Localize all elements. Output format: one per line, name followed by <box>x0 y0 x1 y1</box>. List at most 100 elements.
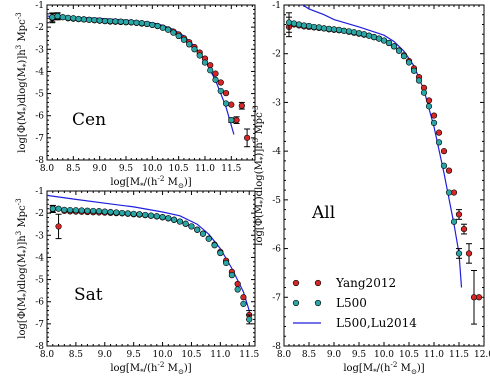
data-point-l500 <box>165 215 172 222</box>
y-axis-label: log[Φ(M*)dlog(M*)]h3 Mpc-3 <box>251 105 267 246</box>
x-axis-label: log[M*/(h-2 M⊙)] <box>343 360 424 376</box>
data-point-l500 <box>154 22 161 30</box>
data-point-l500 <box>450 218 458 225</box>
data-point-l500 <box>170 29 177 36</box>
data-point-l500 <box>222 100 230 107</box>
data-point-l500 <box>75 15 82 23</box>
data-point-l500 <box>217 87 224 95</box>
y-tick-label: -3 <box>272 98 281 108</box>
data-point-l500 <box>133 19 140 26</box>
data-point-l500 <box>142 211 149 219</box>
data-point-yang2012 <box>55 223 62 230</box>
y-tick-label: -2 <box>35 23 44 33</box>
plot-area <box>47 12 251 148</box>
data-point-yang2012 <box>244 134 251 141</box>
data-point-l500 <box>295 21 303 28</box>
data-point-l500 <box>122 18 130 26</box>
plot-frame <box>283 4 485 347</box>
data-point-l500 <box>315 24 323 31</box>
legend-marker <box>314 279 322 287</box>
data-point-l500 <box>107 18 114 25</box>
data-point-l500 <box>188 223 195 230</box>
x-tick-label: 8.5 <box>69 350 84 360</box>
plot-frame <box>46 4 256 161</box>
data-point-yang2012 <box>475 294 483 301</box>
data-point-yang2012 <box>228 101 235 108</box>
data-point-l500 <box>55 205 62 212</box>
data-point-l500 <box>72 207 79 214</box>
x-tick-label: 8.5 <box>66 164 81 174</box>
data-point-yang2012 <box>445 167 453 174</box>
x-tick-label: 11.0 <box>424 350 444 360</box>
panel-label: Cen <box>72 110 106 130</box>
data-point-l500 <box>425 103 433 110</box>
data-point-yang2012 <box>435 129 443 136</box>
data-point-l500 <box>234 286 241 293</box>
data-point-l500 <box>223 259 230 267</box>
data-point-l500 <box>420 89 428 96</box>
legend-marker <box>314 299 322 307</box>
y-tick-label: -6 <box>35 298 44 308</box>
data-point-l500 <box>355 30 363 37</box>
y-tick-label: -7 <box>35 134 44 144</box>
x-axis-label: log[M*/(h-2 M⊙)] <box>110 174 191 190</box>
data-point-yang2012 <box>455 211 463 218</box>
x-tick-label: 10.0 <box>153 350 173 360</box>
data-point-l500 <box>165 26 172 33</box>
data-point-l500 <box>54 12 61 20</box>
data-point-l500 <box>70 15 77 22</box>
legend-marker <box>292 299 300 307</box>
legend-label: L500 <box>336 296 367 310</box>
data-point-l500 <box>385 39 393 47</box>
y-tick-label: -1 <box>35 187 44 197</box>
data-point-l500 <box>147 212 155 219</box>
data-point-l500 <box>211 242 218 249</box>
data-point-l500 <box>430 119 438 126</box>
x-tick-label: 10.5 <box>169 164 189 174</box>
y-tick-label: -7 <box>272 293 281 303</box>
data-point-l500 <box>61 206 68 213</box>
data-point-yang2012 <box>238 102 245 109</box>
plot-area <box>47 194 253 325</box>
data-point-l500 <box>124 210 131 217</box>
data-point-l500 <box>67 206 74 214</box>
data-point-l500 <box>149 21 156 29</box>
y-tick-label: -6 <box>272 245 281 255</box>
x-tick-label: 12.0 <box>474 350 490 360</box>
data-point-l500 <box>138 20 145 27</box>
y-tick-label: -4 <box>272 147 281 157</box>
data-point-yang2012 <box>222 90 230 97</box>
y-tick-label: -8 <box>35 156 44 166</box>
data-point-l500 <box>91 16 98 24</box>
legend-marker <box>292 279 300 287</box>
panel-label: All <box>311 203 335 223</box>
y-tick-label: -4 <box>35 253 44 263</box>
y-tick-label: -6 <box>35 112 44 122</box>
data-point-l500 <box>159 24 166 31</box>
data-point-l500 <box>217 249 224 257</box>
data-point-l500 <box>59 14 66 21</box>
data-point-l500 <box>305 22 313 30</box>
panel-label: Sat <box>74 285 103 305</box>
y-tick-label: -4 <box>35 67 44 77</box>
plot-area <box>285 5 483 325</box>
data-point-l500 <box>191 46 198 53</box>
data-point-l500 <box>186 41 193 48</box>
data-point-l500 <box>390 43 398 50</box>
data-point-l500 <box>182 220 189 227</box>
data-point-l500 <box>176 218 183 225</box>
y-axis-label: log[Φ(M*)dlog(M*)]h3 Mpc-3 <box>14 198 30 339</box>
x-tick-label: 9.5 <box>352 350 367 360</box>
data-point-yang2012 <box>430 112 438 119</box>
data-point-l500 <box>228 117 235 124</box>
x-tick-label: 9.5 <box>127 350 142 360</box>
data-point-yang2012 <box>465 250 473 257</box>
data-point-l500 <box>180 36 188 43</box>
y-tick-label: -5 <box>35 90 44 100</box>
data-point-yang2012 <box>240 294 247 301</box>
y-tick-label: -2 <box>35 209 44 219</box>
data-point-yang2012 <box>207 62 214 69</box>
data-point-l500 <box>445 189 453 196</box>
data-point-l500 <box>101 17 109 25</box>
